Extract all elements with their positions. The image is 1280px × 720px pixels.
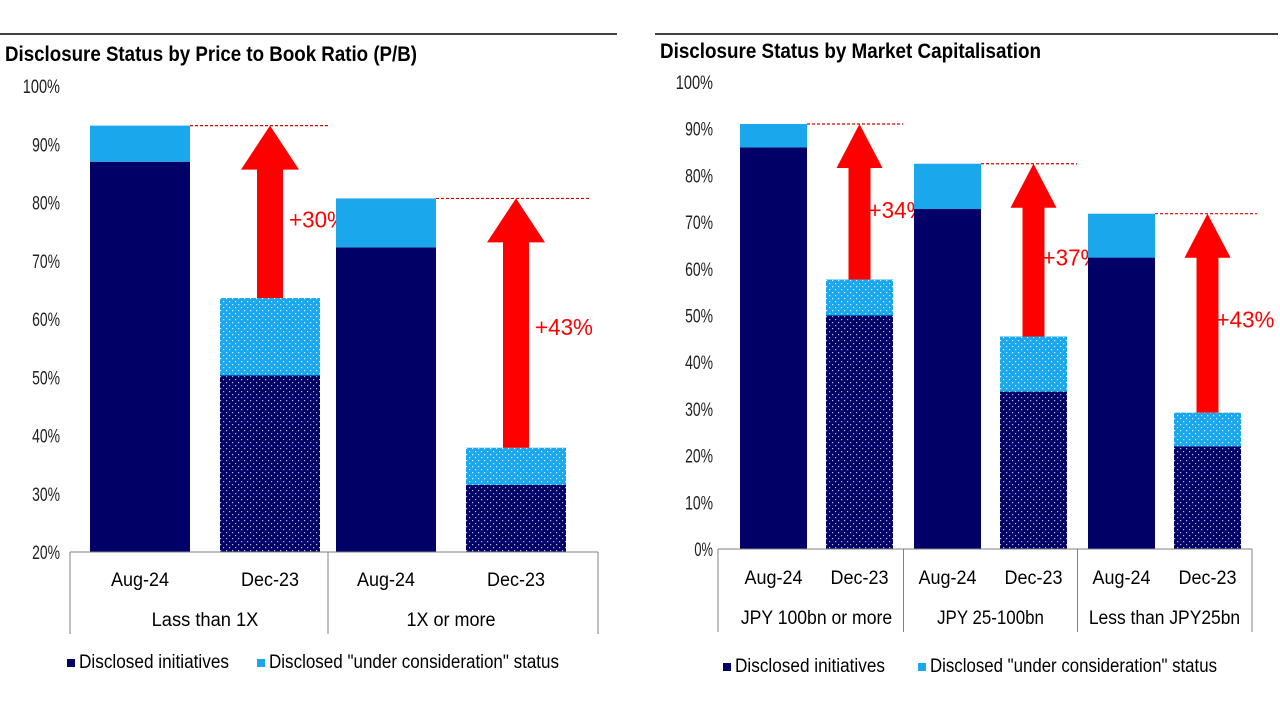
bar-under-consideration-dec-23 [1174,412,1241,447]
legend-label: Disclosed "under consideration" status [930,656,1217,677]
y-tick-label: 80% [32,194,60,215]
category-label: Dec-23 [487,570,545,591]
y-tick-label: 10% [685,493,713,514]
y-tick-label: 50% [685,307,713,328]
y-tick-label: 100% [23,77,60,98]
group-label: Lass than 1X [152,610,259,631]
increase-arrow [1010,163,1057,337]
category-label: Dec-23 [1005,568,1063,589]
category-label: Dec-23 [1179,568,1237,589]
category-label: Aug-24 [919,568,977,589]
increase-arrow [836,124,883,280]
y-tick-label: 60% [685,260,713,281]
market-cap-chart-panel: Disclosure Status by Market Capitalisati… [655,33,1278,677]
group-label: 1X or more [407,610,496,631]
change-label: +43% [535,314,593,340]
y-tick-label: 90% [685,120,713,141]
y-tick-label: 100% [676,73,713,94]
y-tick-label: 50% [32,368,60,389]
y-tick-label: 90% [32,135,60,156]
legend-label: Disclosed initiatives [735,656,885,677]
chart-title: Disclosure Status by Price to Book Ratio… [5,43,417,66]
category-label: Aug-24 [1093,568,1151,589]
increase-arrow [487,198,545,448]
bar-under-consideration-aug-24 [914,163,981,210]
category-label: Aug-24 [357,570,415,591]
y-tick-label: 20% [32,543,60,564]
pb-ratio-chart-panel: Disclosure Status by Price to Book Ratio… [0,33,617,673]
y-tick-label: 70% [32,252,60,273]
category-label: Aug-24 [111,570,169,591]
y-tick-label: 20% [685,447,713,468]
bar-disclosed-aug-24 [336,247,436,553]
increase-arrow [1184,213,1231,413]
chart-title: Disclosure Status by Market Capitalisati… [660,40,1041,63]
y-tick-label: 30% [32,485,60,506]
bar-under-consideration-dec-23 [220,298,320,376]
bar-under-consideration-dec-23 [826,279,893,316]
group-label: Less than JPY25bn [1089,608,1240,629]
bar-disclosed-dec-23 [220,375,320,552]
bar-disclosed-aug-24 [1088,257,1155,549]
legend-swatch [67,659,75,667]
group-label: JPY 100bn or more [741,608,892,629]
legend-swatch [723,663,731,671]
y-tick-label: 40% [685,353,713,374]
legend-label: Disclosed "under consideration" status [269,652,559,673]
bar-under-consideration-aug-24 [336,198,436,248]
y-tick-label: 0% [694,540,713,561]
y-tick-label: 70% [685,213,713,234]
bar-under-consideration-aug-24 [740,124,807,148]
bar-disclosed-dec-23 [466,485,566,552]
group-label: JPY 25-100bn [937,608,1044,629]
legend-swatch [257,659,265,667]
bar-disclosed-dec-23 [826,315,893,549]
bar-under-consideration-aug-24 [1088,213,1155,258]
y-tick-label: 80% [685,166,713,187]
category-label: Dec-23 [831,568,889,589]
y-tick-label: 30% [685,400,713,421]
bar-under-consideration-dec-23 [466,447,566,486]
bar-disclosed-dec-23 [1000,391,1067,549]
increase-arrow [241,125,299,299]
category-label: Aug-24 [745,568,803,589]
legend-swatch [918,663,926,671]
bar-disclosed-dec-23 [1174,446,1241,549]
bar-disclosed-aug-24 [90,161,190,552]
y-tick-label: 40% [32,427,60,448]
category-label: Dec-23 [241,570,299,591]
legend-label: Disclosed initiatives [79,652,229,673]
bar-disclosed-aug-24 [740,147,807,549]
bar-under-consideration-aug-24 [90,125,190,162]
change-label: +43% [1217,306,1275,332]
bar-disclosed-aug-24 [914,209,981,550]
bar-under-consideration-dec-23 [1000,336,1067,392]
y-tick-label: 60% [32,310,60,331]
